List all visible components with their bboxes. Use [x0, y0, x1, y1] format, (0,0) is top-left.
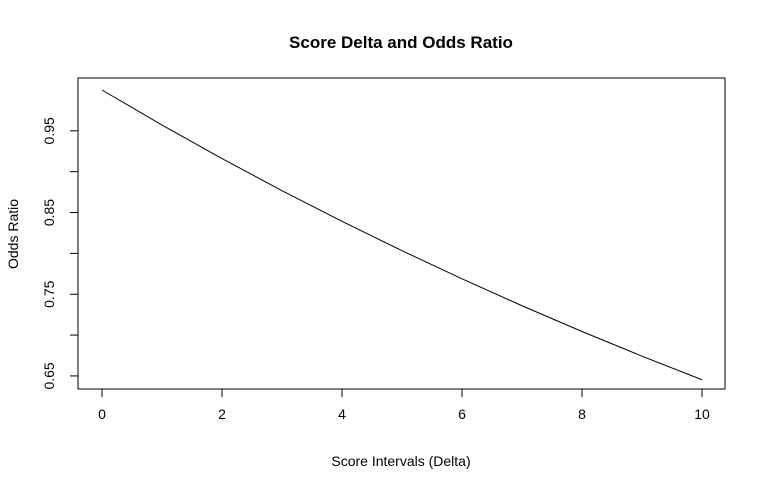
- y-tick-label: 0.85: [41, 199, 57, 226]
- x-tick-label: 8: [578, 406, 586, 422]
- series-line: [101, 89, 703, 381]
- x-tick-label: 2: [218, 406, 226, 422]
- x-tick-label: 6: [458, 406, 466, 422]
- series-layer: [101, 89, 703, 381]
- y-axis: 0.65 0.75 0.85 0.95: [41, 117, 79, 390]
- y-tick-label: 0.65: [41, 362, 57, 389]
- chart-title: Score Delta and Odds Ratio: [289, 33, 513, 52]
- x-axis: 0 2 4 6 8 10: [98, 388, 710, 422]
- plot-frame: [77, 77, 726, 390]
- y-tick-label: 0.95: [41, 117, 57, 144]
- y-tick-label: 0.75: [41, 280, 57, 307]
- x-tick-label: 4: [338, 406, 346, 422]
- x-tick-label: 10: [694, 406, 710, 422]
- y-axis-label: Odds Ratio: [5, 199, 21, 269]
- x-axis-label: Score Intervals (Delta): [331, 453, 470, 469]
- x-tick-label: 0: [98, 406, 106, 422]
